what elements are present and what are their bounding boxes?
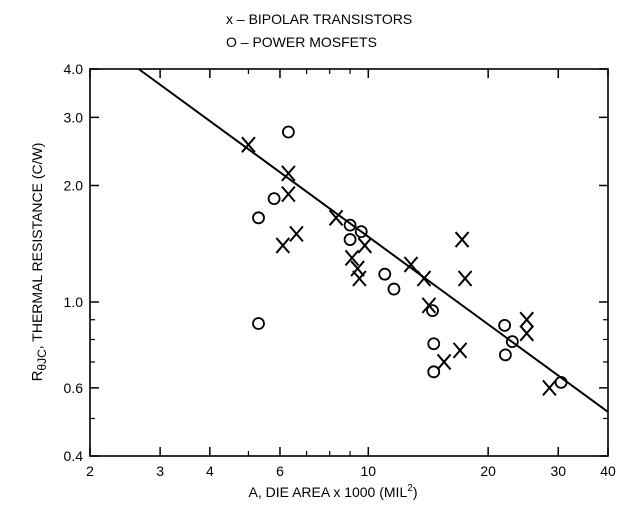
- power-mosfet-point: [343, 218, 357, 232]
- x-marker-stroke: [457, 270, 473, 287]
- bipolar-transistor-point: [519, 325, 534, 342]
- y-axis-label: RθJC, THERMAL RESISTANCE (C/W): [29, 143, 49, 382]
- x-marker-stroke: [350, 260, 365, 277]
- x-tick-label: 30: [550, 463, 566, 479]
- bipolar-transistor-point: [241, 136, 256, 153]
- power-mosfet-point: [426, 304, 439, 318]
- trend-line: [138, 68, 609, 413]
- bipolar-transistor-point: [344, 249, 360, 267]
- x-marker-stroke: [436, 353, 452, 371]
- y-tick-label: 0.6: [64, 380, 84, 396]
- bipolar-transistor-point: [457, 270, 473, 287]
- power-mosfet-point: [252, 211, 265, 225]
- power-mosfet-point: [554, 375, 568, 389]
- bipolar-transistor-point: [281, 185, 296, 203]
- power-mosfet-point: [499, 348, 512, 362]
- power-mosfet-point: [252, 317, 265, 330]
- x-marker-stroke: [519, 325, 534, 342]
- x-tick-label: 4: [206, 463, 214, 479]
- bipolar-transistor-point: [289, 225, 304, 243]
- x-axis-label-superscript: 2: [407, 483, 413, 494]
- power-mosfet-point: [354, 225, 368, 239]
- y-axis-label-r: R: [29, 370, 46, 381]
- y-tick-label: 0.4: [64, 448, 84, 464]
- x-marker-stroke: [542, 379, 557, 397]
- axis-tick-labels: 2 3 4 6 10 20 30 40 0.4 0.6 1.0 2.0 3.0 4.0: [64, 61, 616, 479]
- bipolar-transistor-point: [452, 342, 468, 359]
- power-mosfet-point: [378, 267, 392, 281]
- x-marker-stroke: [344, 249, 360, 267]
- power-mosfet-point: [282, 125, 295, 139]
- x-tick-label: 2: [86, 463, 94, 479]
- x-axis-label-end: ): [413, 484, 418, 500]
- legend-entry-mosfet: O – POWER MOSFETS: [226, 34, 377, 50]
- power-mosfet-point: [505, 335, 519, 349]
- power-mosfet-point: [267, 192, 281, 206]
- bipolar-transistor-point: [436, 353, 452, 371]
- bipolar-transistor-point: [542, 379, 557, 397]
- bipolar-transistor-point: [352, 270, 367, 287]
- power-mosfet-point: [427, 337, 441, 351]
- x-tick-label: 6: [276, 463, 284, 479]
- bipolar-transistor-point: [403, 256, 419, 273]
- x-axis-label: A, DIE AREA x 1000 (MIL2): [249, 483, 418, 500]
- x-marker-stroke: [454, 231, 470, 248]
- y-tick-label: 3.0: [64, 109, 84, 125]
- bipolar-transistor-point: [519, 311, 534, 328]
- power-mosfet-point: [387, 282, 401, 296]
- x-marker-stroke: [275, 237, 291, 254]
- x-tick-label: 20: [480, 463, 496, 479]
- axis-ticks: [89, 68, 609, 457]
- x-marker-stroke: [352, 270, 367, 287]
- x-marker-stroke: [281, 165, 296, 182]
- x-marker-stroke: [403, 256, 419, 273]
- x-marker-stroke: [416, 270, 432, 287]
- bipolar-transistor-point: [357, 237, 373, 254]
- power-mosfet-point: [343, 233, 357, 246]
- legend: x – BIPOLAR TRANSISTORS O – POWER MOSFET…: [226, 11, 412, 50]
- data-markers: [241, 125, 568, 397]
- plot-area-frame: [89, 68, 609, 457]
- bipolar-transistor-point: [350, 260, 365, 277]
- x-marker-stroke: [357, 237, 373, 254]
- y-tick-label: 2.0: [64, 177, 84, 193]
- x-marker-stroke: [281, 185, 296, 203]
- y-axis-label-subscript: θJC: [35, 349, 49, 371]
- x-marker-stroke: [289, 225, 304, 243]
- x-tick-label: 40: [600, 463, 616, 479]
- x-axis-label-main: A, DIE AREA x 1000 (MIL: [249, 484, 408, 500]
- y-tick-label: 1.0: [64, 294, 84, 310]
- bipolar-transistor-point: [328, 209, 344, 226]
- y-tick-label: 4.0: [64, 61, 84, 77]
- y-axis-label-rest: , THERMAL RESISTANCE (C/W): [29, 143, 45, 350]
- x-marker-stroke: [519, 311, 534, 328]
- bipolar-transistor-point: [454, 231, 470, 248]
- x-marker-stroke: [328, 209, 344, 226]
- x-marker-stroke: [241, 136, 256, 153]
- power-mosfet-point: [427, 365, 441, 379]
- legend-entry-bipolar: x – BIPOLAR TRANSISTORS: [226, 11, 412, 27]
- x-tick-label: 3: [156, 463, 164, 479]
- x-marker-stroke: [452, 342, 468, 359]
- bipolar-transistor-point: [416, 270, 432, 287]
- x-tick-label: 10: [361, 463, 377, 479]
- bipolar-transistor-point: [275, 237, 291, 254]
- bipolar-transistor-point: [281, 165, 296, 182]
- power-mosfet-point: [498, 319, 512, 332]
